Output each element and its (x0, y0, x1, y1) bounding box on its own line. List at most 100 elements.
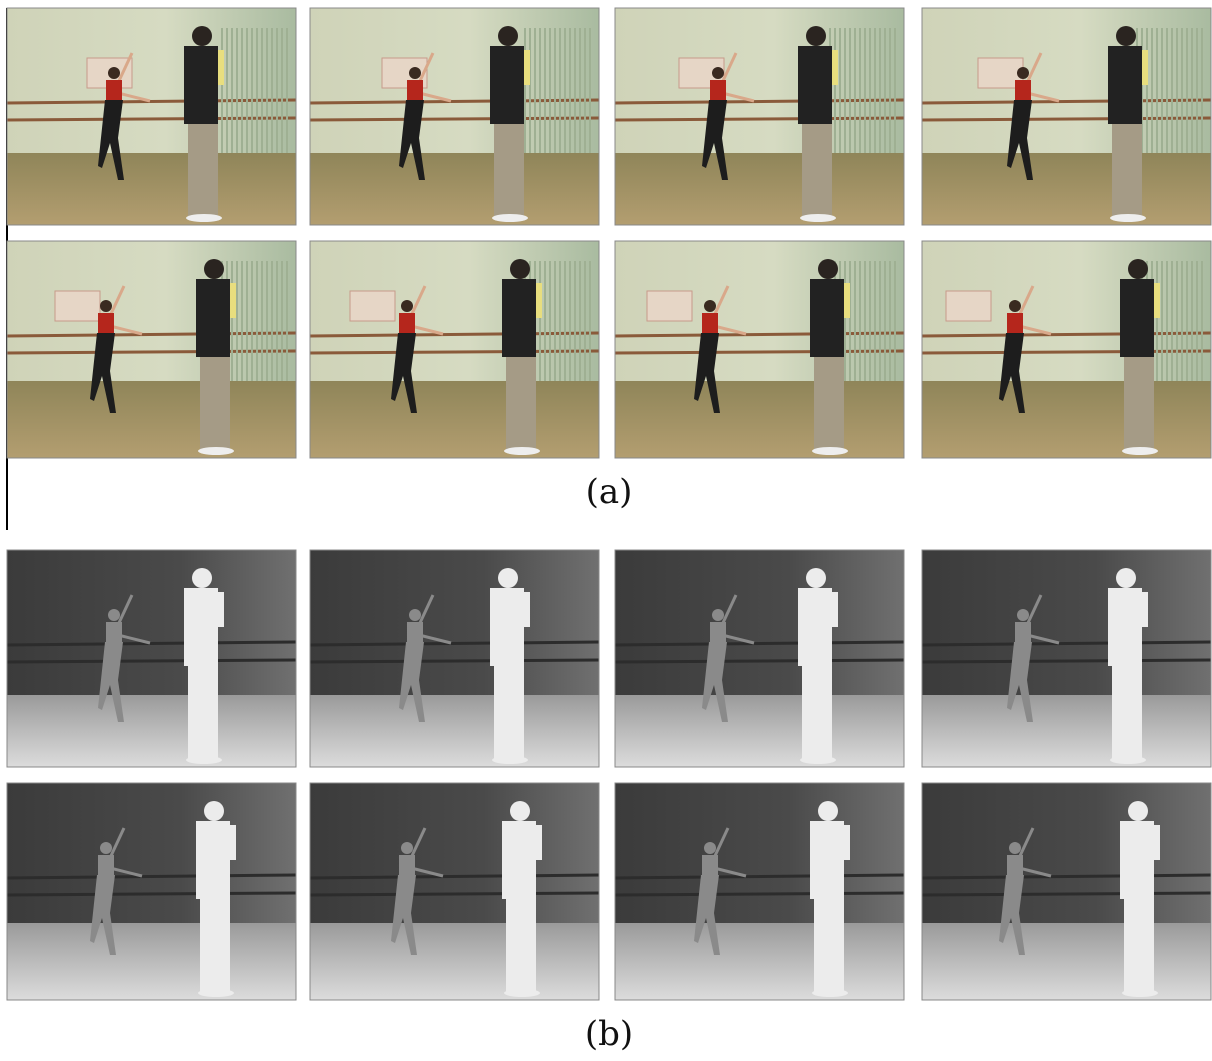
man-head (1128, 259, 1148, 279)
video-frame (7, 241, 296, 458)
man-head (818, 801, 838, 821)
man-pants (1124, 351, 1154, 451)
scene (922, 241, 1211, 458)
man-head (192, 568, 212, 588)
depth-image (310, 550, 599, 767)
depth-image (7, 783, 296, 1000)
dancer-head (401, 842, 413, 854)
barre (922, 893, 1211, 895)
man-shoes (800, 756, 836, 764)
dancer-head (1017, 67, 1029, 79)
man-head (192, 26, 212, 46)
scene (615, 550, 904, 767)
dancer-head (108, 609, 120, 621)
dancer-head (401, 300, 413, 312)
floor (922, 923, 1211, 1000)
scene (615, 241, 904, 458)
man-head (806, 26, 826, 46)
man-vest (184, 46, 218, 124)
scene (7, 241, 296, 458)
dancer-top (98, 313, 114, 333)
video-frame (310, 241, 599, 458)
dancer-head (108, 67, 120, 79)
man-head (1128, 801, 1148, 821)
man-head (204, 259, 224, 279)
man-shoes (1110, 756, 1146, 764)
scene (922, 8, 1211, 225)
man-shoes (186, 214, 222, 222)
video-frame (922, 8, 1211, 225)
floor (7, 381, 296, 458)
scene (7, 8, 296, 225)
man-head (1116, 568, 1136, 588)
man-pants (1112, 660, 1142, 760)
man-vest (798, 46, 832, 124)
barre (7, 893, 296, 895)
depth-image (922, 550, 1211, 767)
dancer-top (1007, 313, 1023, 333)
floor (7, 153, 296, 225)
floor (922, 381, 1211, 458)
man-pants (494, 118, 524, 218)
poster (946, 291, 991, 321)
man-shoes (492, 214, 528, 222)
poster (350, 291, 395, 321)
man-pants (506, 893, 536, 993)
man-pants (494, 660, 524, 760)
man-head (806, 568, 826, 588)
man-shoes (812, 447, 848, 455)
barre (7, 660, 296, 662)
man-head (818, 259, 838, 279)
dancer-top (399, 855, 415, 875)
dancer-head (1009, 842, 1021, 854)
depth-image (615, 550, 904, 767)
man-vest (1108, 588, 1142, 666)
scene (615, 8, 904, 225)
man-shoes (812, 989, 848, 997)
poster (647, 291, 692, 321)
man-vest (1120, 279, 1154, 357)
dancer-top (399, 313, 415, 333)
scene (7, 550, 296, 767)
man-shoes (1122, 447, 1158, 455)
video-frame (310, 8, 599, 225)
scene (7, 783, 296, 1000)
man-pants (188, 660, 218, 760)
man-pants (1124, 893, 1154, 993)
man-pants (814, 351, 844, 451)
dancer-head (409, 609, 421, 621)
man-vest (810, 279, 844, 357)
man-head (510, 259, 530, 279)
man-vest (196, 821, 230, 899)
man-shoes (1122, 989, 1158, 997)
dancer-head (704, 842, 716, 854)
video-frame (922, 241, 1211, 458)
man-vest (1120, 821, 1154, 899)
dancer-top (1015, 622, 1031, 642)
dancer-head (409, 67, 421, 79)
panel-label: (b) (585, 1014, 633, 1054)
barre (310, 893, 599, 895)
panel-label: (a) (586, 472, 633, 512)
man-pants (200, 893, 230, 993)
floor (310, 923, 599, 1000)
floor (922, 153, 1211, 225)
floor (615, 381, 904, 458)
dancer-top (106, 80, 122, 100)
man-vest (502, 821, 536, 899)
dancer-top (98, 855, 114, 875)
dancer-top (710, 80, 726, 100)
floor (922, 695, 1211, 767)
floor (615, 153, 904, 225)
depth-image (310, 783, 599, 1000)
floor (615, 923, 904, 1000)
scene (310, 783, 599, 1000)
man-pants (1112, 118, 1142, 218)
man-shoes (800, 214, 836, 222)
man-head (498, 26, 518, 46)
man-shoes (504, 989, 540, 997)
dancer-top (702, 855, 718, 875)
scene (615, 783, 904, 1000)
poster (55, 291, 100, 321)
barre (615, 893, 904, 895)
